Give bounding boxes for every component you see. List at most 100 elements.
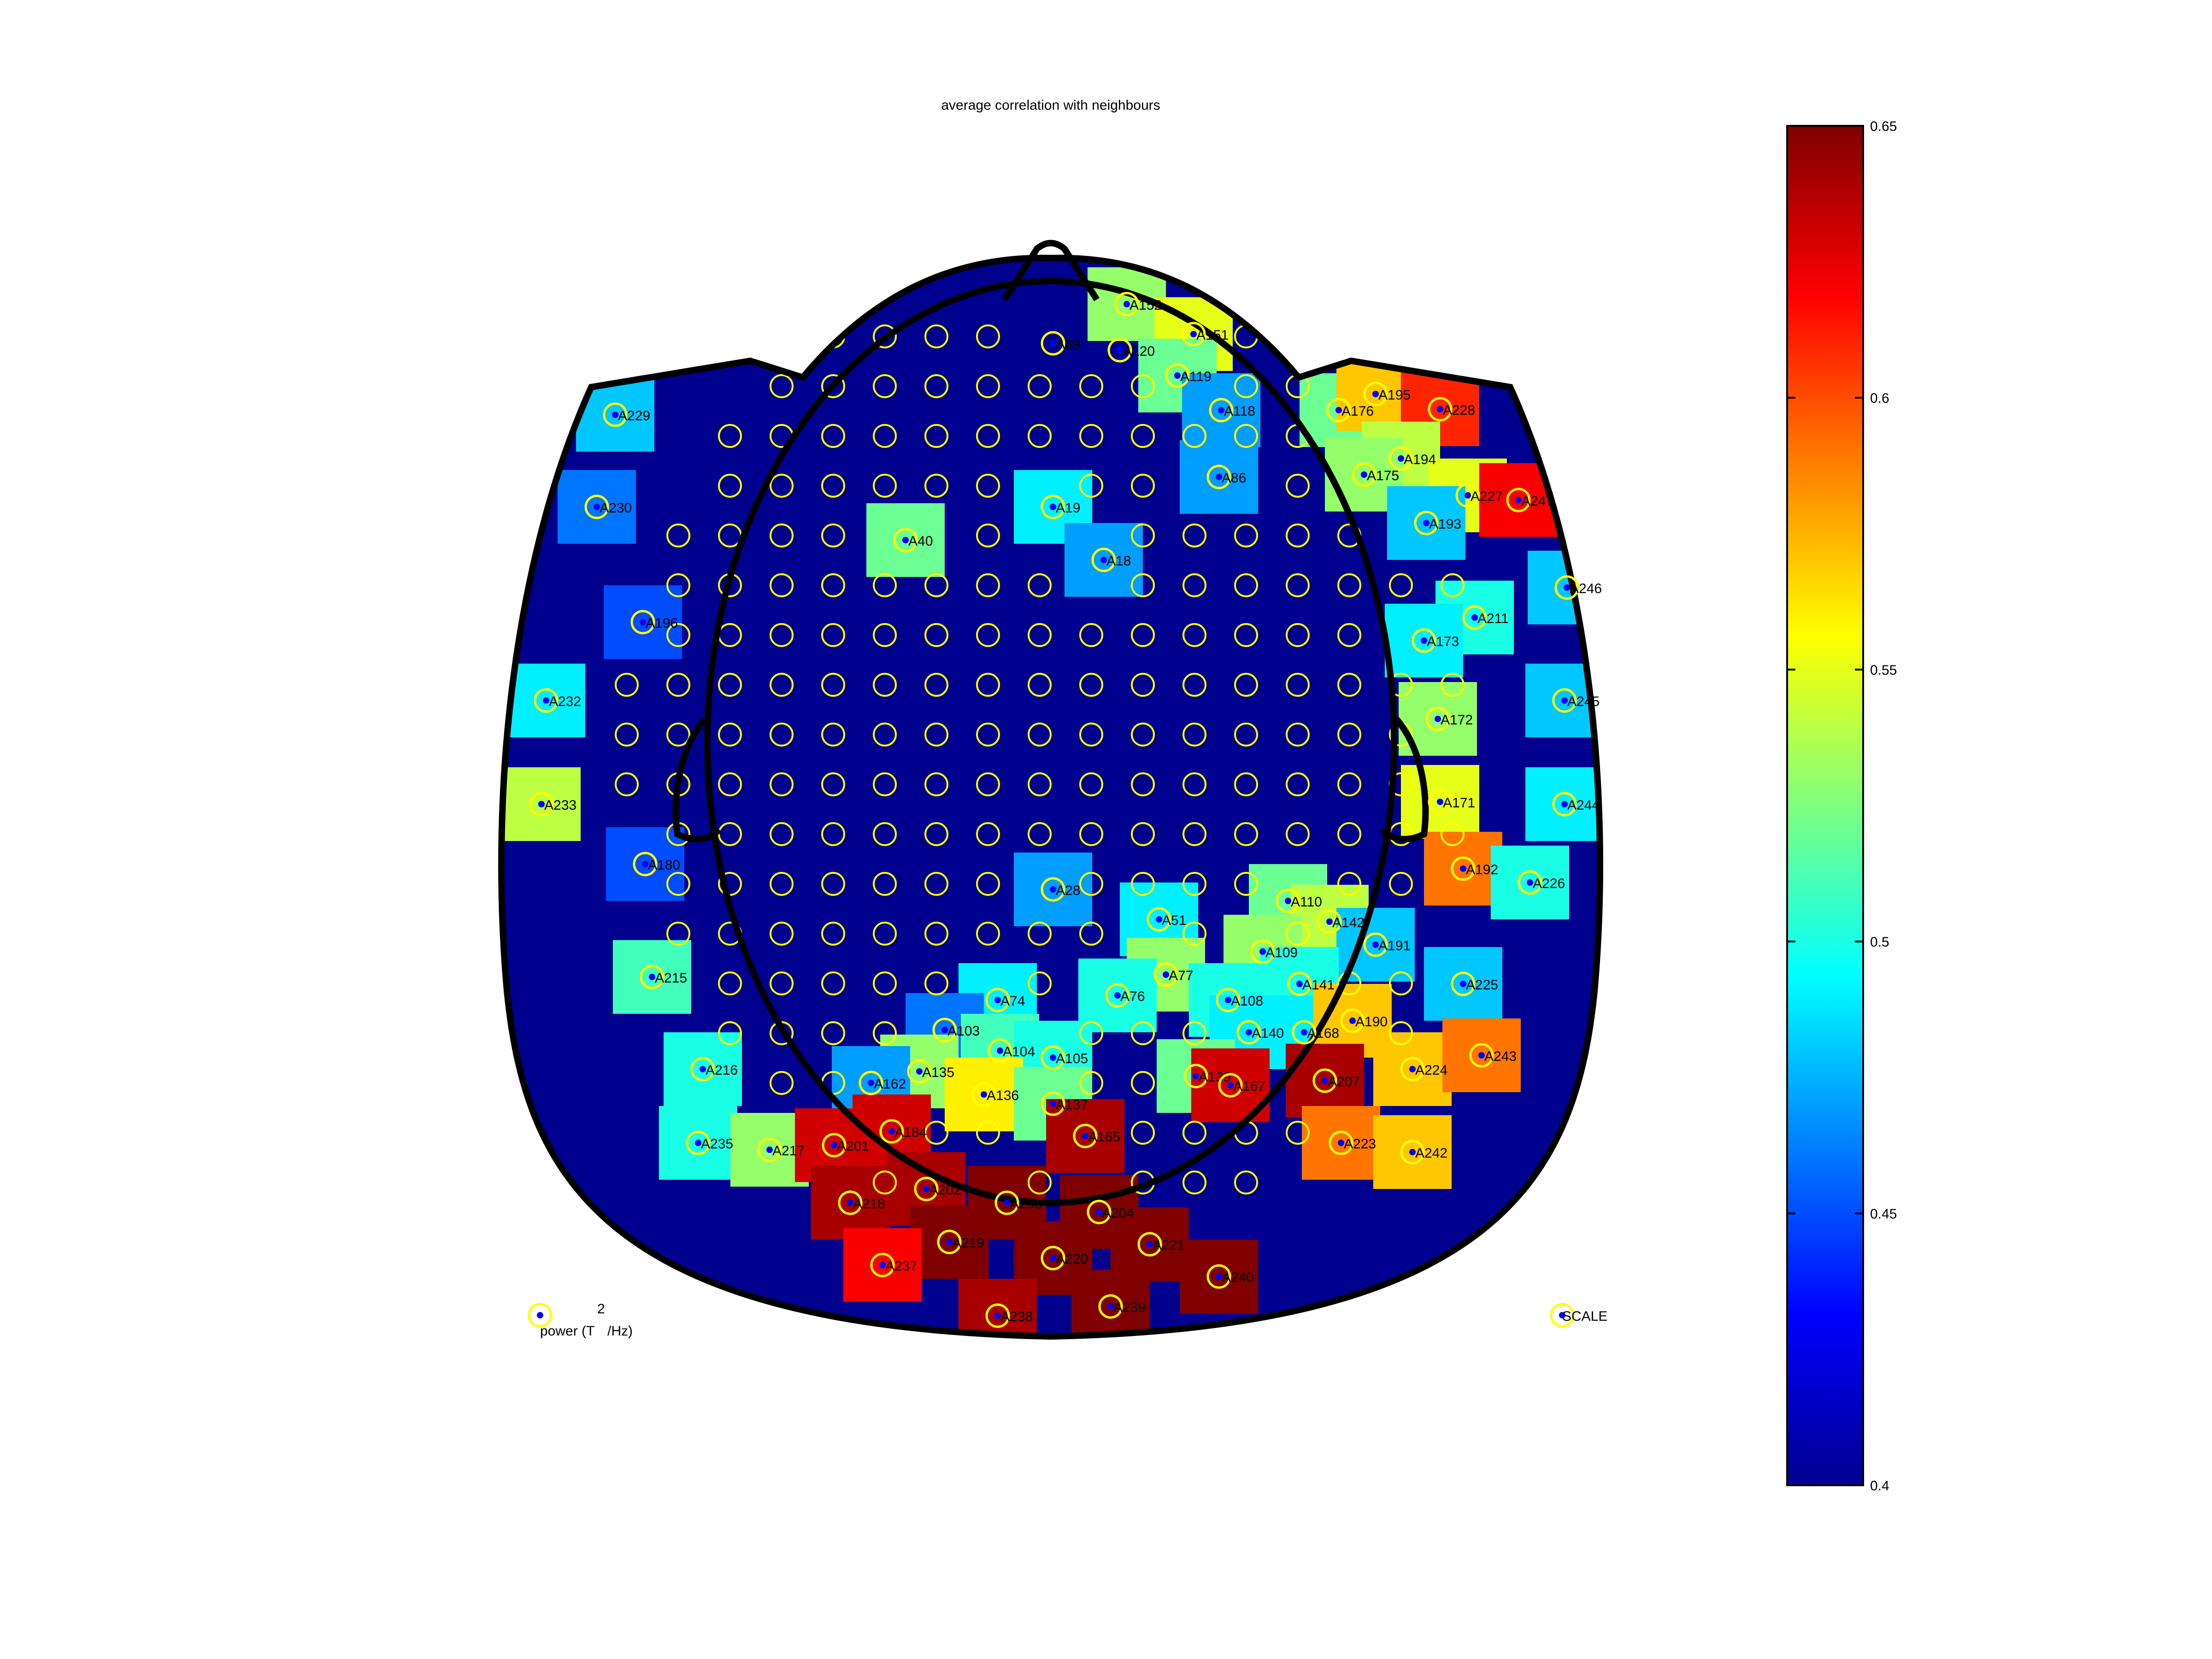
sensor-ring bbox=[914, 1177, 939, 1201]
sensor-dot bbox=[1326, 918, 1333, 925]
sensor-ring bbox=[630, 610, 655, 635]
blank-sensor-ring bbox=[873, 573, 897, 597]
blank-sensor-ring bbox=[821, 524, 845, 547]
blank-sensor-ring bbox=[821, 474, 845, 498]
blank-sensor-ring bbox=[976, 673, 1000, 697]
nose bbox=[1002, 240, 1100, 301]
sensor-ring bbox=[1312, 1068, 1337, 1093]
blank-sensor-ring bbox=[1182, 872, 1206, 896]
blank-sensor-ring bbox=[1131, 623, 1155, 647]
blank-sensor-ring bbox=[1234, 524, 1258, 547]
sensor-dot bbox=[1564, 584, 1570, 591]
blank-sensor-ring bbox=[1182, 922, 1206, 946]
sensor-ring bbox=[1087, 1200, 1112, 1224]
sensor-dot bbox=[1296, 981, 1303, 987]
sensor-ring bbox=[1073, 1124, 1098, 1148]
sensor-label: A19 bbox=[1056, 500, 1080, 516]
sensor-label: A207 bbox=[1328, 1074, 1360, 1089]
blank-sensor-ring bbox=[666, 872, 690, 896]
sensor-ring bbox=[1250, 939, 1275, 964]
blank-sensor-ring bbox=[1337, 872, 1361, 896]
sensor-ring bbox=[633, 852, 658, 877]
sensor-dot bbox=[1114, 992, 1121, 999]
sensor-dot bbox=[543, 697, 549, 704]
sensor-dot bbox=[879, 1262, 886, 1268]
sensor-dot bbox=[1435, 716, 1441, 722]
blank-sensor-ring bbox=[1234, 822, 1258, 846]
sensor-ring bbox=[1098, 1294, 1123, 1319]
sensor-label: A136 bbox=[987, 1088, 1019, 1103]
sensor-label: A142 bbox=[1332, 915, 1365, 930]
blank-sensor-ring bbox=[1234, 623, 1258, 647]
sensor-dot bbox=[1218, 407, 1224, 413]
sensor-ring bbox=[1181, 322, 1206, 347]
blank-sensor-ring bbox=[976, 872, 1000, 896]
sensor-dot bbox=[902, 537, 909, 543]
sensor-dot bbox=[1527, 879, 1533, 886]
head-outline bbox=[498, 240, 1603, 1340]
sensor-dot bbox=[1163, 971, 1169, 978]
sensor-dot bbox=[888, 1128, 895, 1135]
sensor-ring bbox=[686, 1130, 711, 1155]
sensor-ring bbox=[1236, 1020, 1261, 1045]
blank-sensor-ring bbox=[976, 723, 1000, 747]
sensor-dot bbox=[1259, 948, 1266, 955]
sensor-ring bbox=[1469, 1043, 1494, 1068]
power-legend-circle bbox=[528, 1303, 553, 1328]
sensor-ring bbox=[1165, 363, 1190, 388]
blank-sensor-ring bbox=[1337, 822, 1361, 846]
sensor-dot bbox=[1096, 1209, 1102, 1215]
sensor-dot bbox=[1515, 497, 1522, 503]
sensor-label: A139 bbox=[1199, 1070, 1231, 1085]
sensor-dot bbox=[1004, 1200, 1010, 1206]
sensor-label: A162 bbox=[874, 1077, 906, 1092]
sensor-dot bbox=[1190, 331, 1197, 337]
sensor-label: A120 bbox=[1123, 344, 1155, 359]
sensor-label: A119 bbox=[1180, 369, 1212, 384]
sensor-label: A184 bbox=[894, 1125, 927, 1140]
blank-sensor-ring bbox=[770, 573, 794, 597]
blank-sensor-ring bbox=[1131, 374, 1155, 398]
blank-sensor-ring bbox=[873, 822, 897, 846]
blank-sensor-ring bbox=[1028, 1171, 1052, 1194]
sensor-dot bbox=[1465, 492, 1471, 499]
sensor-ring bbox=[988, 1038, 1012, 1063]
sensor-dot bbox=[1117, 347, 1123, 353]
sensor-dot bbox=[1460, 981, 1466, 987]
sensor-label: A108 bbox=[1231, 994, 1263, 1009]
sensor-label: A245 bbox=[1567, 694, 1600, 709]
blank-sensor-ring bbox=[718, 971, 742, 995]
sensor-ring bbox=[1400, 1057, 1425, 1082]
blank-sensor-ring bbox=[1234, 374, 1258, 398]
blank-sensor-ring bbox=[1131, 822, 1155, 846]
sensor-label: A140 bbox=[1252, 1026, 1284, 1041]
sensor-dot bbox=[1050, 340, 1056, 347]
colorbar-tick-label: 0.6 bbox=[1870, 391, 1889, 406]
chart-title: average correlation with neighbours bbox=[941, 98, 1160, 113]
blank-sensor-ring bbox=[666, 673, 690, 697]
sensor-dot bbox=[1216, 474, 1222, 480]
blank-sensor-ring bbox=[1441, 573, 1465, 597]
sensor-ring bbox=[1041, 877, 1065, 902]
sensor-label: A229 bbox=[618, 408, 650, 424]
scale-legend: SCALE bbox=[1550, 1303, 1607, 1328]
sensor-label: A247 bbox=[1521, 494, 1553, 509]
colorbar-ticks: 0.4 0.45 0.5 0.55 0.6 0.65 bbox=[1787, 119, 1897, 1494]
blank-sensor-ring bbox=[1079, 1071, 1103, 1095]
sensor-label: A137 bbox=[1056, 1097, 1088, 1112]
sensor-ring bbox=[1518, 870, 1542, 895]
power-exponent: 2 bbox=[597, 1301, 605, 1317]
blank-sensor-ring bbox=[873, 474, 897, 498]
sensor-label: A176 bbox=[1341, 404, 1374, 419]
sensor-dot bbox=[994, 1312, 1001, 1319]
blank-sensor-ring bbox=[873, 723, 897, 747]
sensor-label: A190 bbox=[1355, 1014, 1388, 1030]
blank-sensor-ring bbox=[666, 524, 690, 547]
sensor-label: A152 bbox=[1130, 298, 1162, 313]
blank-sensor-ring bbox=[873, 374, 897, 398]
left-ear bbox=[672, 717, 722, 842]
sensor-ring bbox=[1218, 1073, 1243, 1098]
blank-sensor-ring bbox=[666, 573, 690, 597]
sensor-label: A230 bbox=[600, 500, 632, 516]
blank-sensor-ring bbox=[924, 573, 948, 597]
